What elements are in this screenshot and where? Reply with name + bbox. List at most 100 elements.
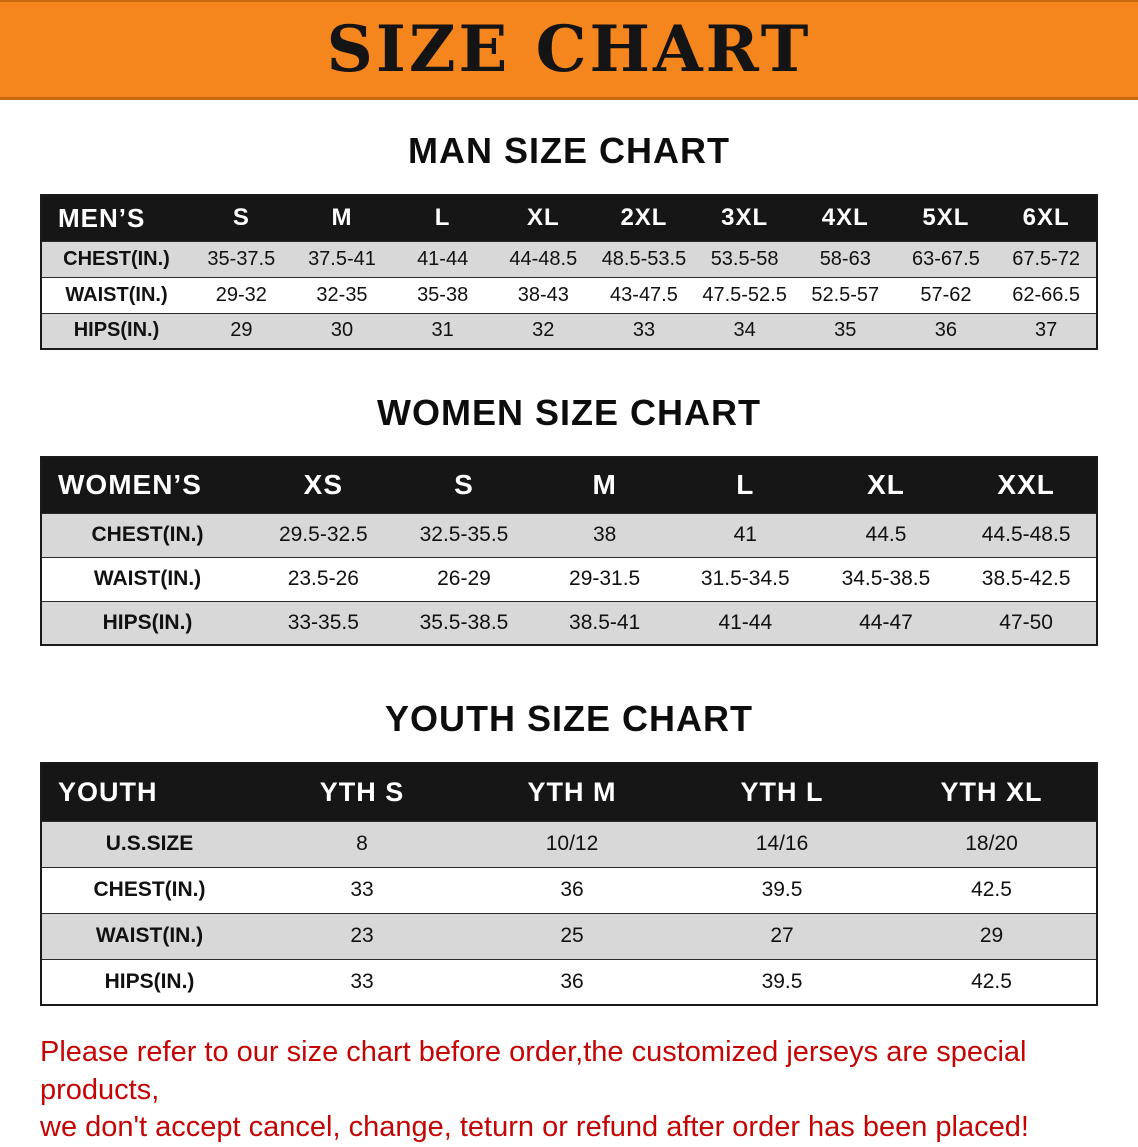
size-cell: 31.5-34.5	[674, 556, 816, 601]
size-cell: 42.5	[887, 866, 1097, 913]
column-header: XXL	[956, 457, 1097, 513]
table-row: WAIST(IN.) 23.5-26 26-29 29-31.5 31.5-34.5 34…	[41, 556, 1097, 601]
size-cell: 67.5-72	[996, 240, 1097, 277]
table-corner-label: MEN’S	[41, 195, 191, 241]
column-header: XL	[815, 457, 957, 513]
row-label: WAIST(IN.)	[41, 912, 257, 959]
disclaimer-note: Please refer to our size chart before or…	[40, 1034, 1128, 1147]
size-cell: 44.5	[815, 512, 957, 557]
row-label: WAIST(IN.)	[41, 276, 191, 313]
size-cell: 62-66.5	[996, 276, 1097, 313]
column-header: YTH XL	[887, 763, 1097, 821]
disclaimer-line-2: we don't accept cancel, change, teturn o…	[40, 1111, 1029, 1144]
size-cell: 26-29	[393, 556, 535, 601]
size-cell: 34	[694, 312, 795, 349]
size-cell: 41-44	[674, 600, 816, 645]
size-cell: 48.5-53.5	[593, 240, 695, 277]
youth-section-heading: YOUTH SIZE CHART	[384, 698, 753, 739]
size-cell: 33	[257, 866, 467, 913]
size-cell: 37.5-41	[291, 240, 393, 277]
row-label: HIPS(IN.)	[41, 600, 253, 645]
size-cell: 44-47	[815, 600, 957, 645]
row-label: WAIST(IN.)	[41, 556, 253, 601]
size-cell: 32-35	[291, 276, 393, 313]
size-cell: 29	[887, 912, 1097, 959]
banner-title: SIZE CHART	[326, 11, 812, 87]
row-label: HIPS(IN.)	[41, 312, 191, 349]
size-cell: 47.5-52.5	[694, 276, 795, 313]
table-row: HIPS(IN.) 33-35.5 35.5-38.5 38.5-41 41-44 44-…	[41, 600, 1097, 645]
size-cell: 39.5	[677, 866, 887, 913]
table-corner-label: WOMEN’S	[41, 457, 253, 513]
size-cell: 8	[257, 820, 467, 867]
table-header-row: WOMEN’S XS S M L XL XXL	[41, 457, 1097, 513]
table-row: HIPS(IN.) 29 30 31 32 33 34 35 36 37	[41, 312, 1097, 349]
size-cell: 41	[674, 512, 816, 557]
size-cell: 35	[794, 312, 896, 349]
table-row: WAIST(IN.) 23 25 27 29	[41, 912, 1097, 959]
size-cell: 52.5-57	[794, 276, 896, 313]
row-label: CHEST(IN.)	[41, 512, 253, 557]
column-header: XS	[253, 457, 394, 513]
table-row: HIPS(IN.) 33 36 39.5 42.5	[41, 958, 1097, 1005]
youth-size-table: YOUTH YTH S YTH M YTH L YTH XL U.S.SIZE 8 10/12…	[40, 762, 1098, 1006]
size-cell: 23.5-26	[253, 556, 394, 601]
table-row: CHEST(IN.) 29.5-32.5 32.5-35.5 38 41 44.5 44.5…	[41, 512, 1097, 557]
men-size-table: MEN’S S M L XL 2XL 3XL 4XL 5XL 6XL CHEST(IN.) 35-37…	[40, 194, 1098, 350]
column-header: M	[291, 195, 393, 241]
table-row: CHEST(IN.) 33 36 39.5 42.5	[41, 866, 1097, 913]
column-header: YTH L	[677, 763, 887, 821]
size-cell: 43-47.5	[593, 276, 695, 313]
column-header: YTH M	[467, 763, 677, 821]
row-label: HIPS(IN.)	[41, 958, 257, 1005]
table-header-row: MEN’S S M L XL 2XL 3XL 4XL 5XL 6XL	[41, 195, 1097, 241]
size-cell: 44.5-48.5	[956, 512, 1097, 557]
column-header: L	[392, 195, 493, 241]
table-header-row: YOUTH YTH S YTH M YTH L YTH XL	[41, 763, 1097, 821]
size-cell: 29-31.5	[534, 556, 675, 601]
size-cell: 36	[467, 866, 677, 913]
column-header: S	[393, 457, 535, 513]
size-cell: 27	[677, 912, 887, 959]
size-cell: 34.5-38.5	[815, 556, 957, 601]
size-cell: 29-32	[191, 276, 292, 313]
size-cell: 23	[257, 912, 467, 959]
size-cell: 33	[257, 958, 467, 1005]
column-header: 2XL	[593, 195, 695, 241]
size-cell: 33-35.5	[253, 600, 394, 645]
size-cell: 35.5-38.5	[393, 600, 535, 645]
youth-size-section: YOUTH SIZE CHART YOUTH YTH S YTH M YTH L YTH…	[0, 698, 1138, 1006]
size-cell: 35-37.5	[191, 240, 292, 277]
row-label: CHEST(IN.)	[41, 240, 191, 277]
table-row: U.S.SIZE 8 10/12 14/16 18/20	[41, 820, 1097, 867]
women-size-table: WOMEN’S XS S M L XL XXL CHEST(IN.) 29.5-32.5 32.5…	[40, 456, 1098, 646]
men-section-heading: MAN SIZE CHART	[408, 130, 730, 171]
size-cell: 36	[467, 958, 677, 1005]
men-size-section: MAN SIZE CHART MEN’S S M L XL 2XL 3XL 4XL 5XL 6XL…	[0, 130, 1138, 350]
column-header: 5XL	[895, 195, 997, 241]
column-header: 6XL	[996, 195, 1097, 241]
size-cell: 42.5	[887, 958, 1097, 1005]
size-cell: 29	[191, 312, 292, 349]
banner: SIZE CHART	[0, 0, 1138, 100]
size-cell: 10/12	[467, 820, 677, 867]
size-cell: 41-44	[392, 240, 493, 277]
size-cell: 37	[996, 312, 1097, 349]
size-cell: 57-62	[895, 276, 997, 313]
size-chart-content: MAN SIZE CHART MEN’S S M L XL 2XL 3XL 4XL 5XL 6XL…	[0, 130, 1138, 1147]
row-label: CHEST(IN.)	[41, 866, 257, 913]
size-cell: 25	[467, 912, 677, 959]
size-cell: 38.5-42.5	[956, 556, 1097, 601]
size-cell: 14/16	[677, 820, 887, 867]
size-cell: 44-48.5	[492, 240, 594, 277]
column-header: 4XL	[794, 195, 896, 241]
size-cell: 35-38	[392, 276, 493, 313]
size-cell: 29.5-32.5	[253, 512, 394, 557]
size-cell: 39.5	[677, 958, 887, 1005]
size-cell: 38	[534, 512, 675, 557]
size-cell: 58-63	[794, 240, 896, 277]
row-label: U.S.SIZE	[41, 820, 257, 867]
column-header: M	[534, 457, 675, 513]
size-cell: 38.5-41	[534, 600, 675, 645]
column-header: XL	[492, 195, 594, 241]
